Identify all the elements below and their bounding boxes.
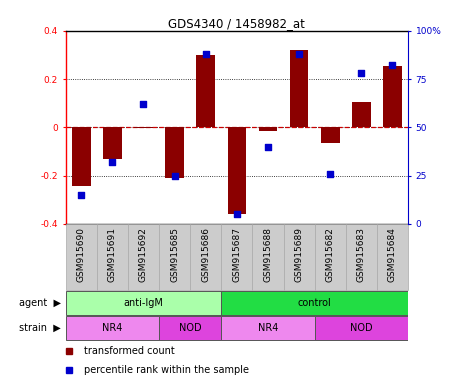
Text: percentile rank within the sample: percentile rank within the sample — [84, 364, 250, 374]
Bar — [66, 291, 221, 315]
Title: GDS4340 / 1458982_at: GDS4340 / 1458982_at — [168, 17, 305, 30]
Point — [264, 144, 272, 150]
Text: GSM915683: GSM915683 — [357, 227, 366, 282]
Point — [77, 192, 85, 198]
Point — [202, 51, 210, 57]
Text: GSM915682: GSM915682 — [325, 227, 335, 282]
Bar — [221, 316, 315, 340]
Point — [233, 211, 241, 217]
Point — [295, 51, 303, 57]
Bar — [159, 224, 190, 290]
Text: GSM915690: GSM915690 — [77, 227, 86, 282]
Text: agent  ▶: agent ▶ — [19, 298, 61, 308]
Text: transformed count: transformed count — [84, 346, 175, 356]
Text: NR4: NR4 — [102, 323, 122, 333]
Text: GSM915686: GSM915686 — [201, 227, 210, 282]
Text: strain  ▶: strain ▶ — [19, 323, 61, 333]
Text: NOD: NOD — [179, 323, 202, 333]
Bar — [221, 291, 408, 315]
Bar — [159, 316, 221, 340]
Bar — [315, 316, 408, 340]
Text: GSM915684: GSM915684 — [388, 227, 397, 282]
Bar — [377, 224, 408, 290]
Bar — [258, 127, 277, 131]
Text: NOD: NOD — [350, 323, 373, 333]
Bar — [321, 127, 340, 143]
Bar — [221, 224, 252, 290]
Text: GSM915689: GSM915689 — [295, 227, 303, 282]
Point — [140, 101, 147, 107]
Text: GSM915687: GSM915687 — [232, 227, 242, 282]
Bar — [165, 127, 184, 178]
Text: GSM915692: GSM915692 — [139, 227, 148, 282]
Bar — [197, 55, 215, 127]
Bar — [103, 127, 121, 159]
Text: GSM915688: GSM915688 — [264, 227, 272, 282]
Point — [357, 70, 365, 76]
Bar — [352, 102, 371, 127]
Text: NR4: NR4 — [258, 323, 278, 333]
Bar — [134, 127, 153, 129]
Bar — [72, 127, 91, 186]
Bar — [284, 224, 315, 290]
Bar — [190, 224, 221, 290]
Bar — [252, 224, 284, 290]
Point — [326, 170, 334, 177]
Point — [109, 159, 116, 165]
Bar — [383, 66, 402, 127]
Bar — [66, 224, 97, 290]
Bar — [346, 224, 377, 290]
Text: GSM915691: GSM915691 — [108, 227, 117, 282]
Text: anti-IgM: anti-IgM — [123, 298, 163, 308]
Bar — [97, 224, 128, 290]
Bar — [66, 316, 159, 340]
Bar — [128, 224, 159, 290]
Point — [389, 63, 396, 69]
Text: GSM915685: GSM915685 — [170, 227, 179, 282]
Bar — [315, 224, 346, 290]
Bar — [227, 127, 246, 214]
Bar — [290, 50, 309, 127]
Text: control: control — [298, 298, 332, 308]
Point — [171, 172, 178, 179]
